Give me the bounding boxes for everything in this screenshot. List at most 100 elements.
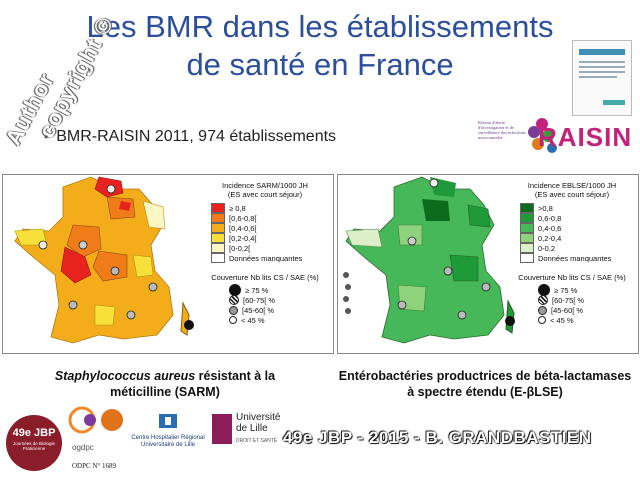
legend-swatch — [520, 253, 534, 263]
chru-icon — [159, 414, 177, 428]
univ-icon — [212, 414, 232, 444]
jbp-badge-text: 49e JBP — [12, 427, 56, 439]
slide-title: Les BMR dans les établissements de santé… — [40, 8, 600, 84]
legend-class-label: Données manquantes — [538, 253, 612, 263]
legend-class-item: [0,6-0,8[ — [211, 213, 331, 223]
map-sarm-panel: Incidence SARM/1000 JH (ES avec court sé… — [2, 174, 334, 354]
legend-class-label: >0,8 — [538, 203, 553, 213]
coverage-label: < 45 % — [241, 315, 265, 325]
coverage-label: [45-60[ % — [242, 305, 275, 315]
legend-class-item: 0,4-0,6 — [520, 223, 636, 233]
legend-swatch — [520, 223, 534, 233]
legend-class-label: 0,2-0,4 — [538, 233, 562, 243]
caption-eblse-line-1: Entérobactéries productrices de béta-lac… — [338, 369, 632, 383]
caption-sarm-rest: résistant à la — [195, 369, 276, 383]
legend-classes: >0,8 0,6-0,8 0,4-0,6 0,2-0,4 0-0,2 Données ma… — [520, 203, 636, 263]
coverage-label: [45-60[ % — [551, 305, 584, 315]
footer-credit: 49e JBP - 2015 - B. GRANDBASTIEN — [283, 428, 592, 447]
raisin-logo-graphic — [528, 118, 557, 153]
legend-title-2: (ES avec court séjour) — [227, 190, 303, 199]
legend-swatch — [520, 213, 534, 223]
coverage-label: [60-75[ % — [243, 295, 276, 305]
legend-swatch — [211, 233, 225, 243]
coverage-marker-icon — [538, 295, 548, 305]
coverage-item: [60-75[ % — [229, 295, 331, 305]
legend-class-item: ≥ 0,8 — [211, 203, 331, 213]
legend-class-item: 0,6-0,8 — [520, 213, 636, 223]
coverage-marker-icon — [229, 316, 237, 324]
legend-class-label: 0,6-0,8 — [538, 213, 562, 223]
report-thumbnail — [572, 40, 632, 116]
coverage-item: < 45 % — [538, 315, 636, 325]
legend-class-item: [0-0,2[ — [211, 243, 331, 253]
map-eblse-panel: Incidence EBLSE/1000 JH (ES avec court s… — [337, 174, 639, 354]
legend-class-item: [0,2-0,4[ — [211, 233, 331, 243]
legend-class-item: Données manquantes — [211, 253, 331, 263]
coverage-marker-icon — [538, 305, 547, 315]
ogdpc-graphic — [68, 406, 123, 434]
coverage-item: ≥ 75 % — [538, 284, 636, 296]
coverage-label: ≥ 75 % — [245, 285, 269, 295]
title-line-1: Les BMR dans les établissements — [86, 9, 554, 44]
ogdpc-text: ogdpc — [72, 443, 94, 452]
france-map-sarm — [14, 176, 194, 344]
legend-class-label: 0,4-0,6 — [538, 223, 562, 233]
legend-class-label: [0,6-0,8[ — [229, 213, 257, 223]
caption-eblse: Entérobactéries productrices de béta-lac… — [330, 368, 640, 400]
univ-text: Université de Lille — [236, 412, 281, 434]
caption-sarm-italic: Staphylococcus aureus — [54, 369, 196, 383]
raisin-small-text: Réseau d'alerte d'investigation et de su… — [478, 120, 526, 140]
legend-eblse: Incidence EBLSE/1000 JH (ES avec court s… — [508, 181, 636, 325]
univ-subtext: DROIT ET SANTÉ — [236, 438, 278, 444]
legend-class-label: Données manquantes — [229, 253, 303, 263]
raisin-wordmark: RAISIN — [538, 122, 633, 152]
coverage-marker-icon — [538, 316, 546, 324]
odpc-number: ODPC N° 1689 — [72, 462, 117, 470]
legend-class-item: Données manquantes — [520, 253, 636, 263]
france-map-eblse — [343, 176, 515, 344]
coverage-item: [45-60[ % — [229, 305, 331, 315]
caption-sarm-line-1: Staphylococcus aureus résistant à la — [10, 368, 320, 384]
raisin-logo: Réseau d'alerte d'investigation et de su… — [478, 110, 631, 158]
legend-class-item: 0,2-0,4 — [520, 233, 636, 243]
coverage-label: [60-75[ % — [552, 295, 585, 305]
legend-class-label: ≥ 0,8 — [229, 203, 246, 213]
chru-text: Centre Hospitalier Régional Universitair… — [131, 435, 205, 448]
legend-title-2: (ES avec court séjour) — [534, 190, 610, 199]
legend-class-label: [0-0,2[ — [229, 243, 251, 253]
coverage-list: ≥ 75 % [60-75[ % [45-60[ % < 45 % — [538, 284, 636, 325]
legend-class-item: 0-0,2 — [520, 243, 636, 253]
legend-swatch — [211, 213, 225, 223]
legend-swatch — [520, 203, 534, 213]
caption-eblse-line-2: à spectre étendu (E-βLSE) — [407, 385, 563, 399]
legend-swatch — [520, 243, 534, 253]
coverage-marker-icon — [229, 305, 238, 315]
coverage-label: < 45 % — [550, 315, 574, 325]
bullet-dot-icon: • — [44, 130, 49, 144]
coverage-label: ≥ 75 % — [554, 285, 578, 295]
ogdpc-logo: ogdpc — [68, 402, 126, 452]
legend-swatch — [211, 223, 225, 233]
legend-class-item: [0,4-0,6[ — [211, 223, 331, 233]
legend-sarm: Incidence SARM/1000 JH (ES avec court sé… — [199, 181, 331, 325]
title-line-2: de santé en France — [186, 47, 454, 82]
jbp-logo: 49e JBP Journées de Biologie Praticienne — [6, 415, 62, 471]
legend-class-label: [0,2-0,4[ — [229, 233, 257, 243]
legend-swatch — [211, 243, 225, 253]
bullet-text: BMR-RAISIN 2011, 974 établissements — [56, 128, 337, 145]
legend-class-label: [0,4-0,6[ — [229, 223, 257, 233]
legend-class-item: >0,8 — [520, 203, 636, 213]
bullet-point: • BMR-RAISIN 2011, 974 établissements — [44, 128, 336, 146]
coverage-marker-icon — [229, 295, 239, 305]
legend-swatch — [211, 253, 225, 263]
univ-lille-logo: Université de Lille DROIT ET SANTÉ — [212, 412, 286, 456]
legend-swatch — [211, 203, 225, 213]
coverage-title: Couverture Nb lits CS / SAE (%) — [211, 273, 319, 282]
coverage-item: [60-75[ % — [538, 295, 636, 305]
jbp-badge-sub: Journées de Biologie Praticienne — [12, 441, 56, 451]
coverage-item: ≥ 75 % — [229, 284, 331, 296]
chru-logo: Centre Hospitalier Régional Universitair… — [130, 412, 206, 452]
coverage-title: Couverture Nb lits CS / SAE (%) — [518, 273, 626, 282]
coverage-item: [45-60[ % — [538, 305, 636, 315]
caption-sarm-line-2: méticilline (SARM) — [110, 385, 220, 399]
